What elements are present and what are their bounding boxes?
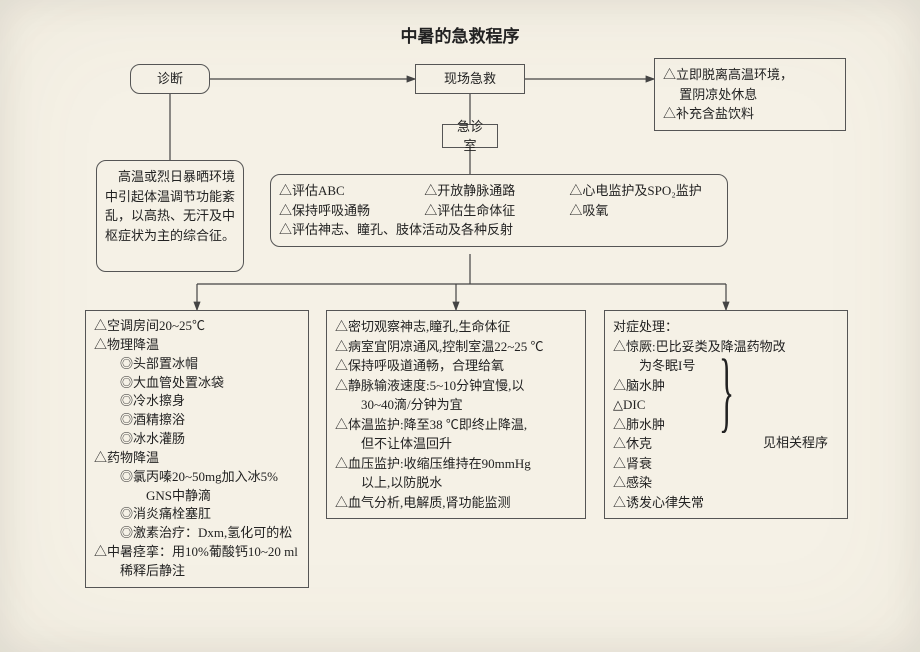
- cool-l3b: ◎消炎痛栓塞肛: [120, 505, 300, 524]
- cool-l2e: ◎冰水灌肠: [120, 430, 300, 449]
- cool-l2b: ◎大血管处置冰袋: [120, 374, 300, 393]
- node-er: 急诊室: [442, 124, 498, 148]
- node-symptomatic: 对症处理： △惊厥:巴比妥类及降温药物改 为冬眠I号 △脑水肿 △DIC △肺水…: [604, 310, 848, 519]
- er-r1c2: △开放静脉通路: [424, 181, 569, 201]
- cool-l3c: ◎激素治疗：Dxm,氢化可的松: [120, 524, 300, 543]
- er-r2c2: △评估生命体征: [424, 201, 569, 221]
- symp-ref: 见相关程序: [763, 433, 828, 453]
- symp-l7: △感染: [613, 473, 839, 493]
- node-onsite: 现场急救: [415, 64, 525, 94]
- er-r3: △评估神志、瞳孔、肢体活动及各种反射: [279, 220, 719, 240]
- mon-l2: △病室宜阴凉通风,控制室温22~25 ℃: [335, 337, 577, 357]
- diagnosis-detail-text: 高温或烈日暴晒环境中引起体温调节功能紊乱，以高热、无汗及中枢症状为主的综合征。: [105, 169, 235, 243]
- mon-l6a: 以上,以防脱水: [361, 473, 577, 493]
- er-r2c3: △吸氧: [569, 201, 719, 221]
- onsite-action-2: 置阴凉处休息: [663, 85, 837, 105]
- mon-l5a: 但不让体温回升: [361, 434, 577, 454]
- onsite-action-1: △立即脱离高温环境，: [663, 65, 837, 85]
- node-er-label: 急诊室: [451, 117, 489, 156]
- cool-l2d: ◎酒精擦浴: [120, 411, 300, 430]
- node-diagnosis: 诊断: [130, 64, 210, 94]
- symp-l6: △肾衰: [613, 454, 839, 474]
- mon-l4a: 30~40滴/分钟为宜: [361, 395, 577, 415]
- node-monitor: △密切观察神志,瞳孔,生命体征 △病室宜阴凉通风,控制室温22~25 ℃ △保持…: [326, 310, 586, 519]
- cool-l1: △空调房间20~25℃: [94, 317, 300, 336]
- er-r1c3: △心电监护及SPO₂监护: [569, 181, 719, 201]
- node-diagnosis-detail: 高温或烈日暴晒环境中引起体温调节功能紊乱，以高热、无汗及中枢症状为主的综合征。: [96, 160, 244, 272]
- cool-l4: △中暑痉挛：用10%葡酸钙10~20 ml: [94, 543, 300, 562]
- mon-l1: △密切观察神志,瞳孔,生命体征: [335, 317, 577, 337]
- er-r2c1: △保持呼吸通畅: [279, 201, 424, 221]
- mon-l7: △血气分析,电解质,肾功能监测: [335, 493, 577, 513]
- cool-l2a: ◎头部置冰帽: [120, 355, 300, 374]
- brace-icon: }: [719, 347, 734, 437]
- onsite-action-3: △补充含盐饮料: [663, 104, 837, 124]
- cool-l4a: 稀释后静注: [120, 562, 300, 581]
- symp-l8: △诱发心律失常: [613, 493, 839, 513]
- cool-l3a2: GNS中静滴: [146, 487, 300, 506]
- node-onsite-label: 现场急救: [444, 69, 496, 89]
- mon-l6: △血压监护:收缩压维持在90mmHg: [335, 454, 577, 474]
- symp-header: 对症处理：: [613, 317, 839, 337]
- cool-l2c: ◎冷水擦身: [120, 392, 300, 411]
- node-cooling: △空调房间20~25℃ △物理降温 ◎头部置冰帽 ◎大血管处置冰袋 ◎冷水擦身 …: [85, 310, 309, 588]
- symp-l1a: 为冬眠I号: [639, 356, 839, 376]
- cool-l2: △物理降温: [94, 336, 300, 355]
- node-onsite-actions: △立即脱离高温环境， 置阴凉处休息 △补充含盐饮料: [654, 58, 846, 131]
- er-r1c1: △评估ABC: [279, 181, 424, 201]
- mon-l3: △保持呼吸道通畅，合理给氧: [335, 356, 577, 376]
- mon-l4: △静脉输液速度:5~10分钟宜慢,以: [335, 376, 577, 396]
- cool-l3a: ◎氯丙嗪20~50mg加入冰5%: [120, 468, 300, 487]
- cool-l3: △药物降温: [94, 449, 300, 468]
- page-title: 中暑的急救程序: [0, 22, 920, 47]
- node-er-assessment: △评估ABC △开放静脉通路 △心电监护及SPO₂监护 △保持呼吸通畅 △评估生…: [270, 174, 728, 247]
- node-diagnosis-label: 诊断: [157, 69, 183, 89]
- mon-l5: △体温监护:降至38 ℃即终止降温,: [335, 415, 577, 435]
